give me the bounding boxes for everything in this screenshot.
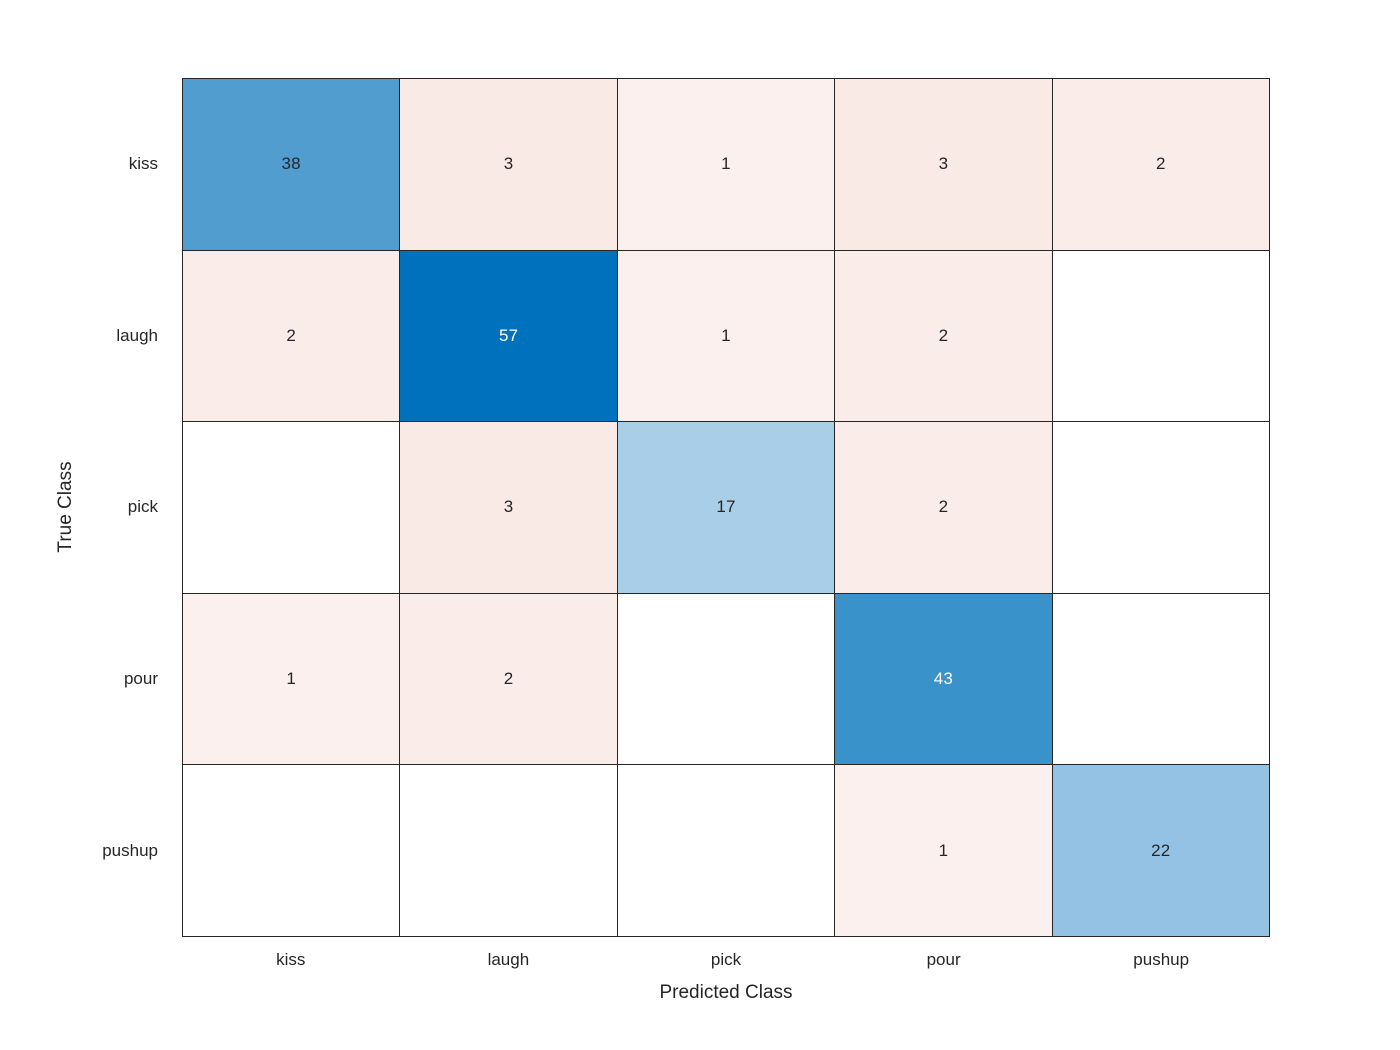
matrix-cell: 1 (183, 593, 400, 765)
y-tick-label: laugh (116, 325, 158, 345)
y-tick-label: kiss (128, 153, 158, 173)
x-tick-labels: kiss laugh pick pour pushup (182, 946, 1270, 974)
y-tick-labels: kiss laugh pick pour pushup (0, 78, 170, 937)
x-tick-label: pour (926, 950, 961, 969)
x-tick-label: pick (710, 950, 742, 969)
y-tick-label: pick (127, 497, 158, 517)
matrix-cell (183, 765, 400, 936)
matrix-cell: 2 (835, 250, 1052, 422)
matrix-cell: 3 (835, 79, 1052, 250)
matrix-cell: 43 (835, 593, 1052, 765)
matrix-cell: 2 (835, 422, 1052, 593)
matrix-cell (1052, 593, 1269, 765)
x-tick-label: pushup (1133, 950, 1190, 969)
matrix-cell: 1 (617, 250, 835, 422)
matrix-cell: 38 (183, 79, 400, 250)
matrix-cell: 3 (400, 422, 617, 593)
matrix-cell (1052, 422, 1269, 593)
x-tick-label: kiss (276, 950, 306, 969)
matrix-cell: 2 (1052, 79, 1269, 250)
matrix-cell: 2 (400, 593, 617, 765)
y-tick-label: pushup (102, 841, 158, 861)
matrix-cell (617, 593, 835, 765)
x-axis-label: Predicted Class (659, 982, 793, 1003)
matrix-cell: 17 (617, 422, 835, 593)
matrix-cell (1052, 250, 1269, 422)
matrix-cell (183, 422, 400, 593)
confusion-grid: 38 3 1 3 2 2 57 1 2 3 17 2 1 2 43 1 22 (182, 78, 1270, 937)
matrix-cell: 22 (1052, 765, 1269, 936)
matrix-cell: 1 (617, 79, 835, 250)
y-tick-label: pour (123, 669, 158, 689)
matrix-cell: 57 (400, 250, 617, 422)
matrix-cell: 3 (400, 79, 617, 250)
matrix-cell (400, 765, 617, 936)
matrix-cell: 1 (835, 765, 1052, 936)
matrix-cell (617, 765, 835, 936)
x-tick-label: laugh (487, 950, 530, 969)
matrix-cell: 2 (183, 250, 400, 422)
